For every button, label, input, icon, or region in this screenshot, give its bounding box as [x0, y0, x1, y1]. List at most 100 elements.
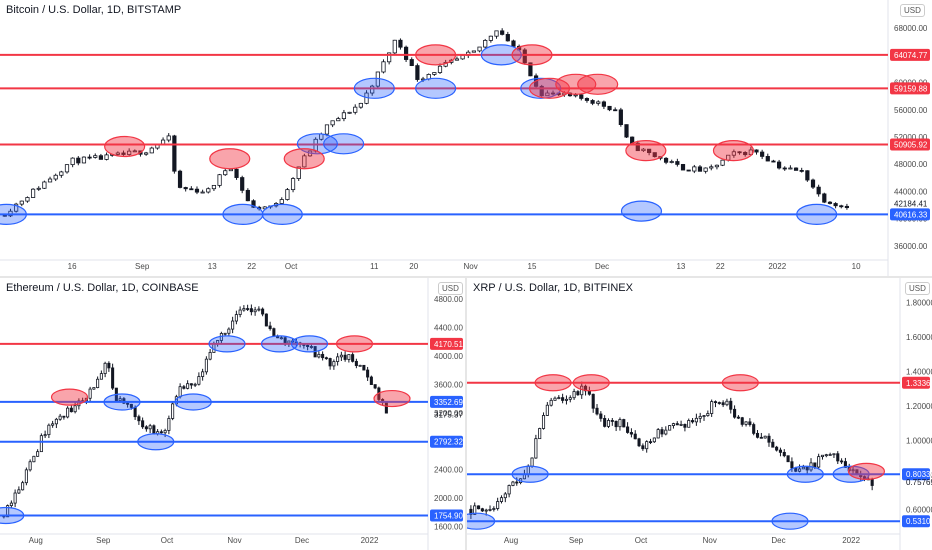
xrp-candle-body: [836, 453, 840, 462]
xrp-candle-body: [599, 413, 603, 419]
eth-candle-body: [66, 407, 70, 418]
xrp-candle-body: [759, 436, 763, 439]
xrp-candle-body: [629, 432, 633, 435]
btc-candle-body: [353, 106, 358, 113]
btc-candle-body: [211, 184, 217, 190]
eth-candle-body: [6, 505, 10, 518]
eth-chart-panel[interactable]: 1600.002000.002400.002800.003200.003600.…: [0, 278, 465, 550]
btc-candle-body: [573, 94, 578, 97]
xrp-candle-body: [710, 401, 714, 414]
eth-candle-body: [36, 451, 40, 457]
xrp-candle-body: [668, 425, 672, 431]
btc-candle-body: [234, 168, 239, 178]
eth-candle-body: [167, 418, 171, 431]
btc-chart-panel[interactable]: 36000.0040000.0044000.0048000.0052000.00…: [0, 0, 932, 276]
btc-candle-body: [87, 156, 92, 159]
eth-level-tag: [430, 435, 463, 448]
btc-candle-body: [703, 167, 708, 172]
xrp-candle-body: [713, 401, 718, 404]
eth-y-tick-label: 3200.00: [434, 409, 463, 418]
xrp-candle-body: [568, 397, 572, 400]
btc-candle-body: [115, 152, 120, 155]
btc-chart[interactable]: 36000.0040000.0044000.0048000.0052000.00…: [0, 0, 932, 276]
btc-x-tick-label: Oct: [285, 262, 298, 271]
xrp-candle-body: [660, 429, 664, 435]
btc-candle-body: [183, 187, 188, 190]
xrp-candle-body: [652, 437, 656, 443]
eth-candle-body: [9, 502, 13, 507]
btc-candle-body: [494, 30, 499, 37]
xrp-candle-body: [507, 485, 511, 495]
xrp-resistance-touch-oval: [572, 374, 610, 392]
btc-candle-body: [127, 150, 132, 155]
eth-candle-body: [133, 407, 137, 418]
panel-divider-horizontal[interactable]: [0, 276, 932, 278]
btc-resistance-touch-oval: [209, 148, 251, 170]
btc-candle-body: [471, 50, 477, 53]
btc-candle-body: [624, 124, 629, 138]
eth-support-touch-oval: [208, 335, 246, 353]
xrp-candle-body: [618, 419, 622, 428]
xrp-candle-body: [691, 420, 695, 423]
xrp-x-tick-label: Dec: [771, 536, 785, 545]
xrp-candle-body: [656, 429, 660, 439]
xrp-level-tag: [902, 515, 930, 528]
eth-candle-body: [103, 362, 107, 374]
xrp-candle-body: [870, 478, 874, 486]
eth-support-touch-oval: [137, 433, 175, 451]
xrp-candle-body: [755, 432, 760, 438]
btc-candle-body: [545, 92, 550, 97]
xrp-candle-body: [530, 457, 534, 467]
xrp-chart[interactable]: 0.600000.800001.000001.200001.400001.600…: [467, 278, 932, 550]
xrp-level-label: 0.53108: [906, 517, 932, 526]
btc-candle-body: [483, 40, 488, 48]
eth-support-touch-oval: [174, 393, 212, 411]
btc-candle-body: [36, 187, 41, 190]
xrp-y-tick-label: 0.60000: [906, 505, 932, 514]
btc-candle-body: [731, 151, 736, 156]
xrp-candle-body: [748, 421, 752, 425]
btc-candle-body: [613, 109, 618, 112]
btc-candle-body: [144, 152, 149, 155]
xrp-candle-body: [591, 393, 595, 409]
xrp-candle-body: [622, 419, 626, 428]
panel-divider-vertical[interactable]: [465, 278, 467, 550]
btc-candle-body: [25, 197, 30, 202]
btc-x-tick-label: 10: [852, 262, 861, 271]
btc-candle-body: [70, 157, 75, 166]
xrp-currency-label[interactable]: USD: [905, 282, 930, 295]
btc-y-tick-label: 56000.00: [894, 106, 928, 115]
xrp-chart-panel[interactable]: 0.600000.800001.000001.200001.400001.600…: [467, 278, 932, 550]
btc-x-tick-label: 22: [247, 262, 256, 271]
btc-candle-body: [172, 135, 177, 172]
btc-candle-body: [663, 157, 669, 163]
btc-currency-label[interactable]: USD: [900, 4, 925, 17]
eth-candle-body: [261, 308, 265, 315]
eth-last-price-label: 3175.37: [434, 411, 463, 420]
eth-candle-body: [137, 416, 141, 422]
btc-level-tag: [890, 48, 930, 61]
xrp-candle-body: [572, 391, 576, 399]
xrp-candle-body: [828, 454, 832, 456]
eth-candle-body: [279, 337, 283, 340]
xrp-candle-body: [679, 423, 683, 426]
xrp-candle-body: [664, 429, 668, 435]
eth-resistance-touch-oval: [50, 388, 89, 406]
btc-candle-body: [59, 171, 64, 176]
btc-candle-body: [392, 39, 397, 54]
eth-candle-body: [242, 308, 246, 311]
eth-candle-body: [171, 403, 175, 419]
btc-resistance-touch-oval: [528, 77, 571, 99]
btc-level-tag: [890, 138, 930, 151]
xrp-chart-title: XRP / U.S. Dollar, 1D, BITFINEX: [473, 282, 633, 294]
eth-y-tick-label: 4800.00: [434, 295, 463, 304]
btc-support-touch-oval: [0, 203, 27, 226]
xrp-last-price-label: 0.75769: [906, 478, 932, 487]
eth-chart[interactable]: 1600.002000.002400.002800.003200.003600.…: [0, 278, 465, 550]
eth-level-tag: [430, 395, 463, 408]
eth-candle-body: [141, 420, 145, 428]
eth-candle-body: [99, 373, 103, 380]
eth-currency-label[interactable]: USD: [438, 282, 463, 295]
xrp-y-tick-label: 1.80000: [906, 298, 932, 307]
btc-x-tick-label: 20: [409, 262, 418, 271]
